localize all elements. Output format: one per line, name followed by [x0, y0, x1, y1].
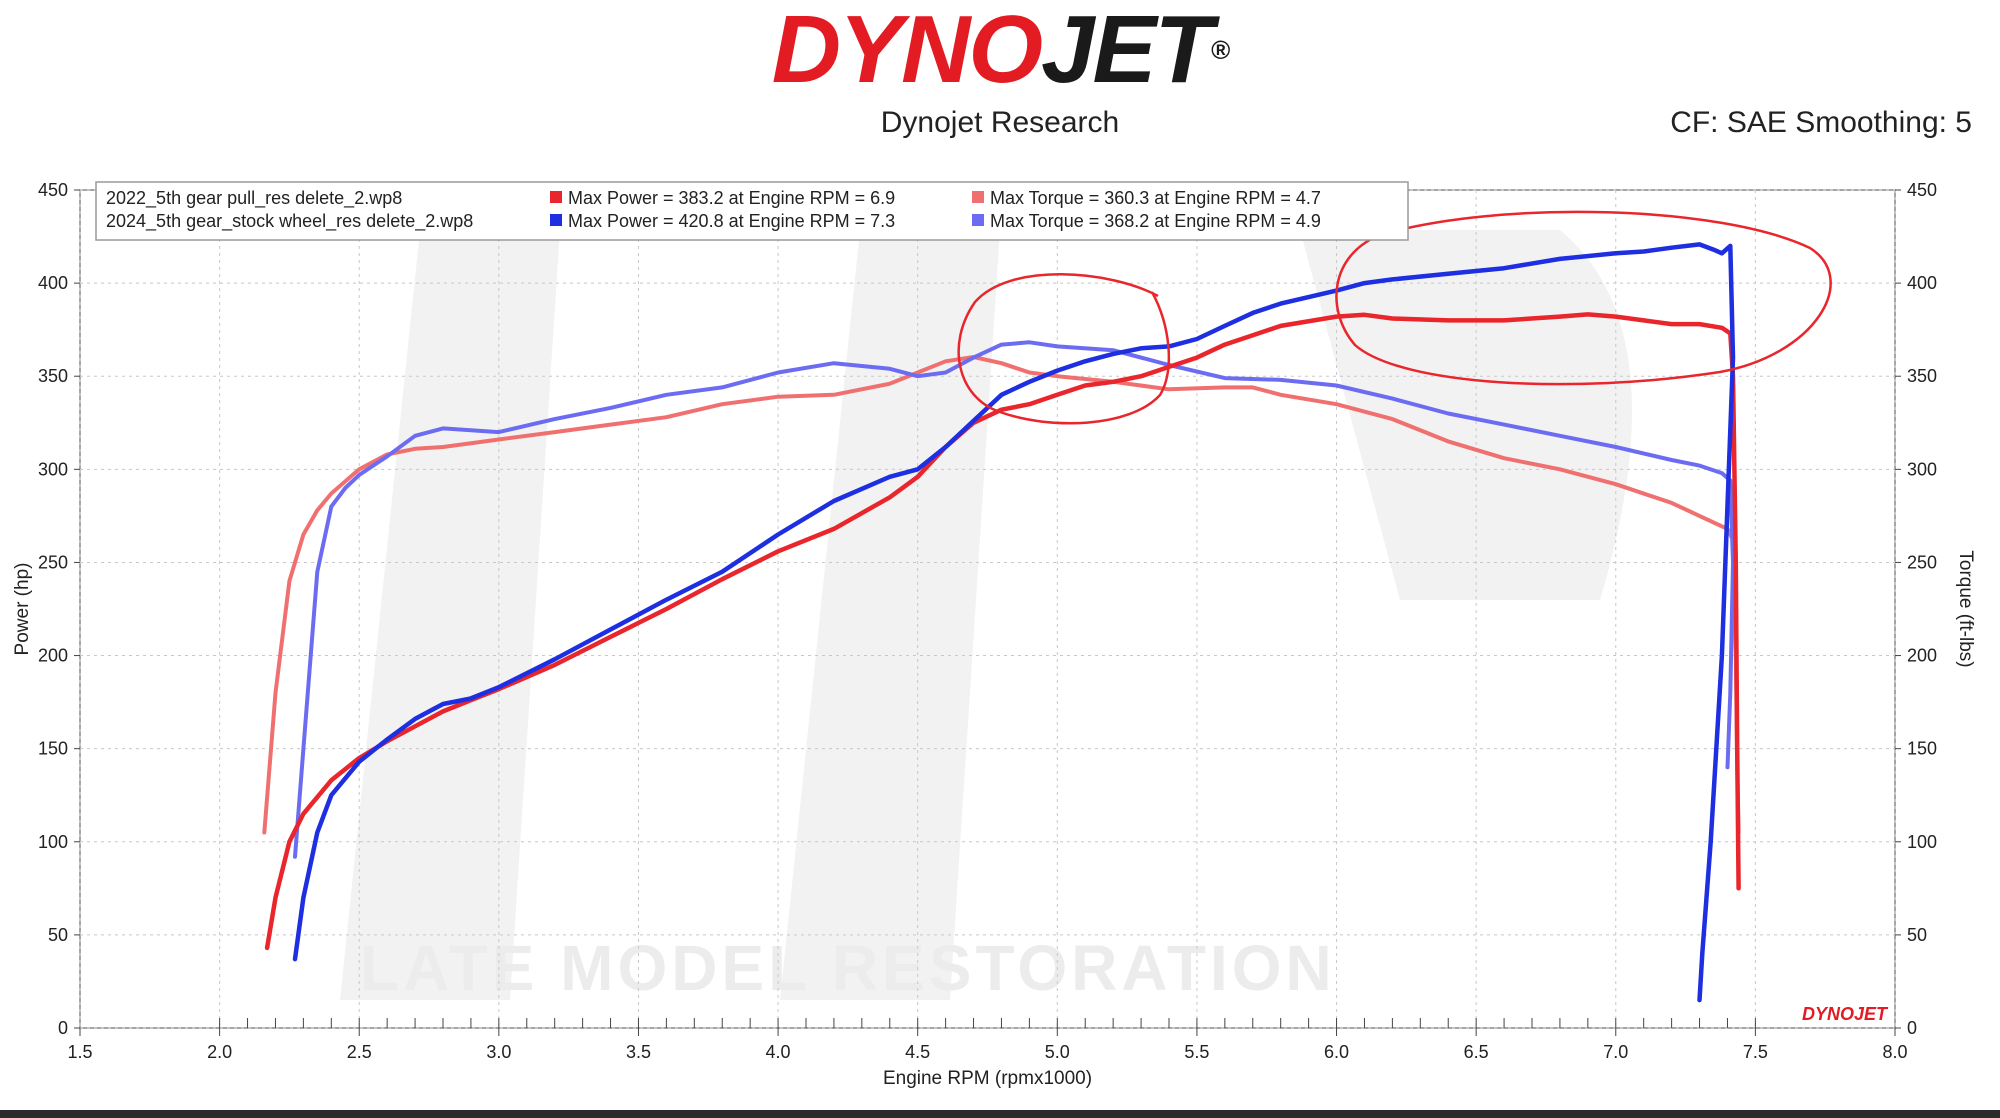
- logo-jet-text: JET: [1041, 0, 1213, 103]
- y-tick-label-left: 450: [38, 180, 68, 200]
- y-tick-label-right: 0: [1907, 1018, 1917, 1038]
- registered-mark: ®: [1211, 35, 1230, 65]
- series-line-power_2022: [264, 312, 1741, 951]
- x-tick-label: 3.0: [486, 1042, 511, 1062]
- watermark-shape: [340, 230, 1632, 1000]
- y-tick-label-right: 350: [1907, 366, 1937, 386]
- subtitle: Dynojet Research: [880, 106, 1120, 139]
- y-tick-label-left: 100: [38, 832, 68, 852]
- legend-max-torque: Max Torque = 360.3 at Engine RPM = 4.7: [990, 188, 1321, 208]
- y-tick-label-right: 200: [1907, 646, 1937, 666]
- legend-swatch: [550, 191, 562, 203]
- bottom-strip: [0, 1110, 2000, 1118]
- correction-factor-label: CF: SAE Smoothing: 5: [1670, 106, 1972, 139]
- y-tick-label-left: 300: [38, 459, 68, 479]
- x-tick-label: 2.0: [207, 1042, 232, 1062]
- y-tick-label-right: 400: [1907, 273, 1937, 293]
- y-axis-label-right: Torque (ft-lbs): [1955, 550, 1976, 667]
- y-tick-label-left: 200: [38, 646, 68, 666]
- x-tick-label: 4.5: [905, 1042, 930, 1062]
- legend-box: [95, 181, 1409, 241]
- y-tick-label-left: 50: [48, 925, 68, 945]
- x-tick-label: 2.5: [347, 1042, 372, 1062]
- y-tick-label-right: 150: [1907, 739, 1937, 759]
- y-tick-label-right: 300: [1907, 459, 1937, 479]
- x-axis-label: Engine RPM (rpmx1000): [883, 1068, 1092, 1089]
- x-tick-label: 3.5: [626, 1042, 651, 1062]
- y-tick-label-left: 350: [38, 366, 68, 386]
- annotations: [957, 210, 1832, 425]
- x-tick-label: 7.5: [1743, 1042, 1768, 1062]
- legend-swatch: [972, 191, 984, 203]
- watermark: LATE MODEL RESTORATION: [340, 230, 1632, 1004]
- legend-file-name: 2022_5th gear pull_res delete_2.wp8: [106, 188, 402, 209]
- y-tick-label-left: 400: [38, 273, 68, 293]
- legend-max-power: Max Power = 420.8 at Engine RPM = 7.3: [568, 211, 895, 231]
- y-tick-label-right: 50: [1907, 925, 1927, 945]
- series-line-torque_2024: [293, 340, 1735, 859]
- legend: 2022_5th gear pull_res delete_2.wp8 Max P…: [95, 181, 1409, 241]
- y-axis-label-left: Power (hp): [12, 563, 33, 656]
- x-tick-label: 6.5: [1464, 1042, 1489, 1062]
- logo-dyno-text: DYNO: [771, 0, 1043, 103]
- y-tick-label-right: 450: [1907, 180, 1937, 200]
- annotation-circle-peak: [1335, 210, 1832, 386]
- legend-swatch: [972, 214, 984, 226]
- series-line-torque_2022: [262, 355, 1741, 835]
- watermark-text: LATE MODEL RESTORATION: [360, 932, 1336, 1004]
- dynojet-logo: DYNOJET®: [700, 0, 1300, 100]
- series-line-power_2024: [292, 242, 1736, 1003]
- y-tick-label-right: 100: [1907, 832, 1937, 852]
- axes: 1.5 2.0 2.5 3.0 3.5 4.0 4.5 5.0 5.5 6.0 6.5 7.0 7.5 8…: [12, 180, 1976, 1089]
- legend-file-name: 2024_5th gear_stock wheel_res delete_2.w…: [106, 211, 473, 232]
- series-group: [262, 242, 1741, 1003]
- y-tick-label-left: 150: [38, 739, 68, 759]
- legend-max-power: Max Power = 383.2 at Engine RPM = 6.9: [568, 188, 895, 208]
- x-tick-label: 6.0: [1324, 1042, 1349, 1062]
- y-tick-label-left: 250: [38, 552, 68, 572]
- legend-max-torque: Max Torque = 368.2 at Engine RPM = 4.9: [990, 211, 1321, 231]
- x-tick-label: 5.5: [1184, 1042, 1209, 1062]
- legend-swatch: [550, 214, 562, 226]
- y-tick-label-right: 250: [1907, 552, 1937, 572]
- x-tick-label: 5.0: [1045, 1042, 1070, 1062]
- x-tick-label: 1.5: [67, 1042, 92, 1062]
- annotation-circle-midrange: [957, 273, 1171, 425]
- x-tick-label: 4.0: [766, 1042, 791, 1062]
- x-tick-label: 7.0: [1603, 1042, 1628, 1062]
- y-tick-label-left: 0: [58, 1018, 68, 1038]
- x-tick-label: 8.0: [1882, 1042, 1907, 1062]
- corner-logo: DYNOJET: [1802, 1004, 1889, 1024]
